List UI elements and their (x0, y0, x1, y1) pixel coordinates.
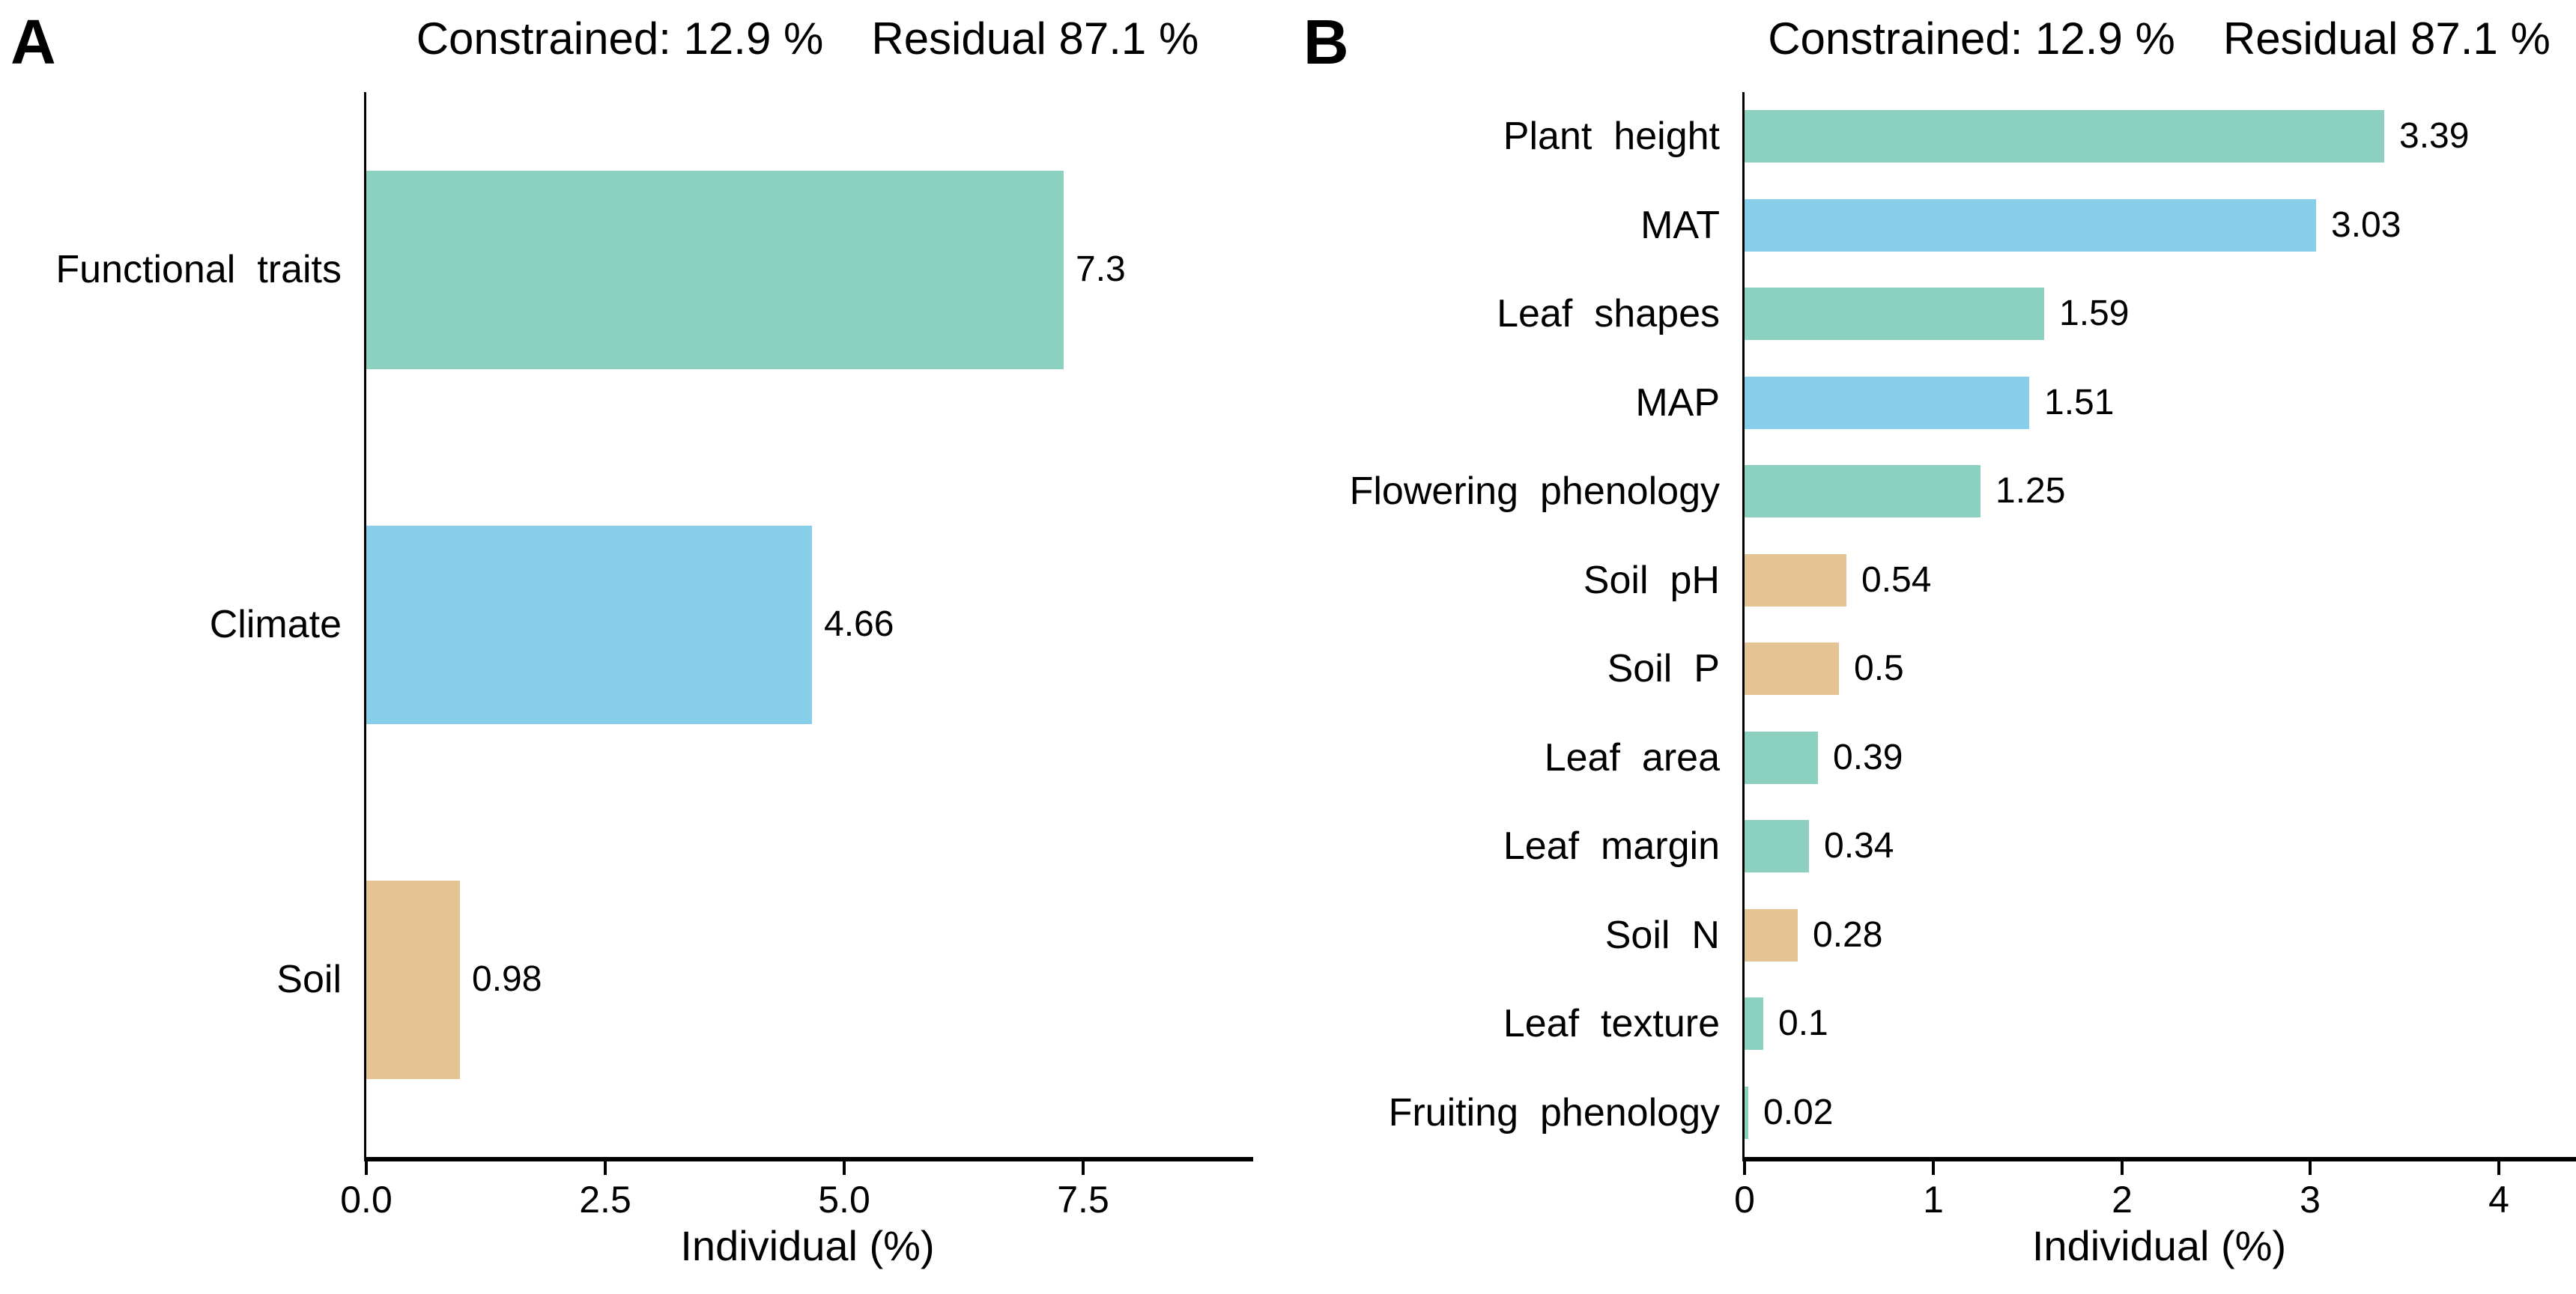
x-axis-tick (2309, 1161, 2312, 1175)
panel-a-title-residual: Residual 87.1 % (871, 13, 1199, 64)
x-axis-tick (1743, 1161, 1746, 1175)
category-label: Soil P (1607, 647, 1720, 690)
category-label: MAP (1635, 381, 1720, 425)
bar-value-label: 0.02 (1763, 1093, 1834, 1132)
bar-value-label: 1.51 (2044, 383, 2115, 422)
bar-value-label: 7.3 (1076, 249, 1126, 289)
category-label: Leaf texture (1503, 1002, 1720, 1045)
category-label: Climate (209, 603, 342, 646)
panel-b-title-constrained: Constrained: 12.9 % (1768, 13, 2175, 64)
panel-a-x-axis-title: Individual (%) (680, 1222, 935, 1269)
category-label: Soil (276, 958, 342, 1001)
panel-a-title-constrained: Constrained: 12.9 % (416, 13, 824, 64)
x-axis-tick-label: 1 (1923, 1179, 1944, 1221)
bar-b-6 (1745, 643, 1839, 695)
category-label: Plant height (1503, 115, 1720, 158)
x-axis-tick-label: 3 (2300, 1179, 2321, 1221)
x-axis-tick (843, 1161, 846, 1175)
x-axis-tick (1082, 1161, 1085, 1175)
bar-b-0 (1745, 110, 2384, 162)
x-axis-tick-label: 4 (2488, 1179, 2509, 1221)
bar-b-1 (1745, 199, 2316, 252)
bar-value-label: 0.34 (1824, 826, 1894, 866)
panel-b-letter: B (1303, 7, 1349, 77)
bar-b-3 (1745, 377, 2029, 429)
bar-a-0 (366, 171, 1064, 369)
panel-a-title: Constrained: 12.9 % Residual 87.1 % (364, 16, 1251, 61)
bar-b-7 (1745, 732, 1818, 784)
bar-b-5 (1745, 554, 1846, 607)
x-axis-tick-label: 2.5 (579, 1179, 631, 1221)
x-axis-tick (2121, 1161, 2124, 1175)
bar-value-label: 0.39 (1833, 738, 1903, 777)
x-axis-tick-label: 2 (2112, 1179, 2133, 1221)
x-axis-tick (604, 1161, 607, 1175)
panel-b-x-axis-title: Individual (%) (2031, 1222, 2287, 1269)
x-axis-tick-label: 0.0 (340, 1179, 393, 1221)
x-axis-tick-label: 7.5 (1057, 1179, 1109, 1221)
panel-a-plot-area (364, 92, 1253, 1161)
category-label: Soil N (1604, 914, 1720, 957)
category-label: Leaf margin (1503, 824, 1720, 868)
bar-value-label: 0.28 (1813, 915, 1883, 955)
bar-value-label: 3.39 (2399, 116, 2470, 156)
bar-value-label: 4.66 (824, 604, 894, 644)
category-label: Flowering phenology (1349, 470, 1720, 513)
category-label: Leaf area (1544, 736, 1720, 780)
x-axis-tick (365, 1161, 368, 1175)
bar-b-4 (1745, 465, 1981, 517)
category-label: Soil pH (1583, 559, 1720, 602)
bar-value-label: 0.98 (472, 959, 542, 999)
bar-value-label: 3.03 (2331, 205, 2401, 245)
bar-value-label: 1.25 (1995, 471, 2066, 511)
bar-b-2 (1745, 288, 2044, 340)
bar-a-1 (366, 526, 812, 724)
category-label: Leaf shapes (1497, 292, 1720, 335)
panel-b-title: Constrained: 12.9 % Residual 87.1 % (1742, 16, 2576, 61)
x-axis-tick-label: 0 (1734, 1179, 1755, 1221)
bar-value-label: 0.54 (1861, 560, 1932, 600)
category-label: MAT (1640, 204, 1720, 247)
category-label: Fruiting phenology (1388, 1091, 1720, 1134)
bar-value-label: 1.59 (2059, 294, 2130, 333)
bar-value-label: 0.1 (1778, 1003, 1828, 1043)
bar-b-8 (1745, 820, 1809, 872)
x-axis-tick (2497, 1161, 2500, 1175)
bar-b-11 (1745, 1087, 1748, 1139)
panel-b-title-residual: Residual 87.1 % (2222, 13, 2551, 64)
bar-a-2 (366, 881, 460, 1079)
x-axis-tick (1932, 1161, 1935, 1175)
panel-b-plot-area (1742, 92, 2576, 1161)
category-label: Functional traits (55, 248, 342, 291)
bar-b-10 (1745, 997, 1763, 1050)
bar-value-label: 0.5 (1854, 648, 1904, 688)
x-axis-tick-label: 5.0 (818, 1179, 870, 1221)
panel-a-letter: A (10, 7, 56, 77)
bar-b-9 (1745, 909, 1798, 962)
